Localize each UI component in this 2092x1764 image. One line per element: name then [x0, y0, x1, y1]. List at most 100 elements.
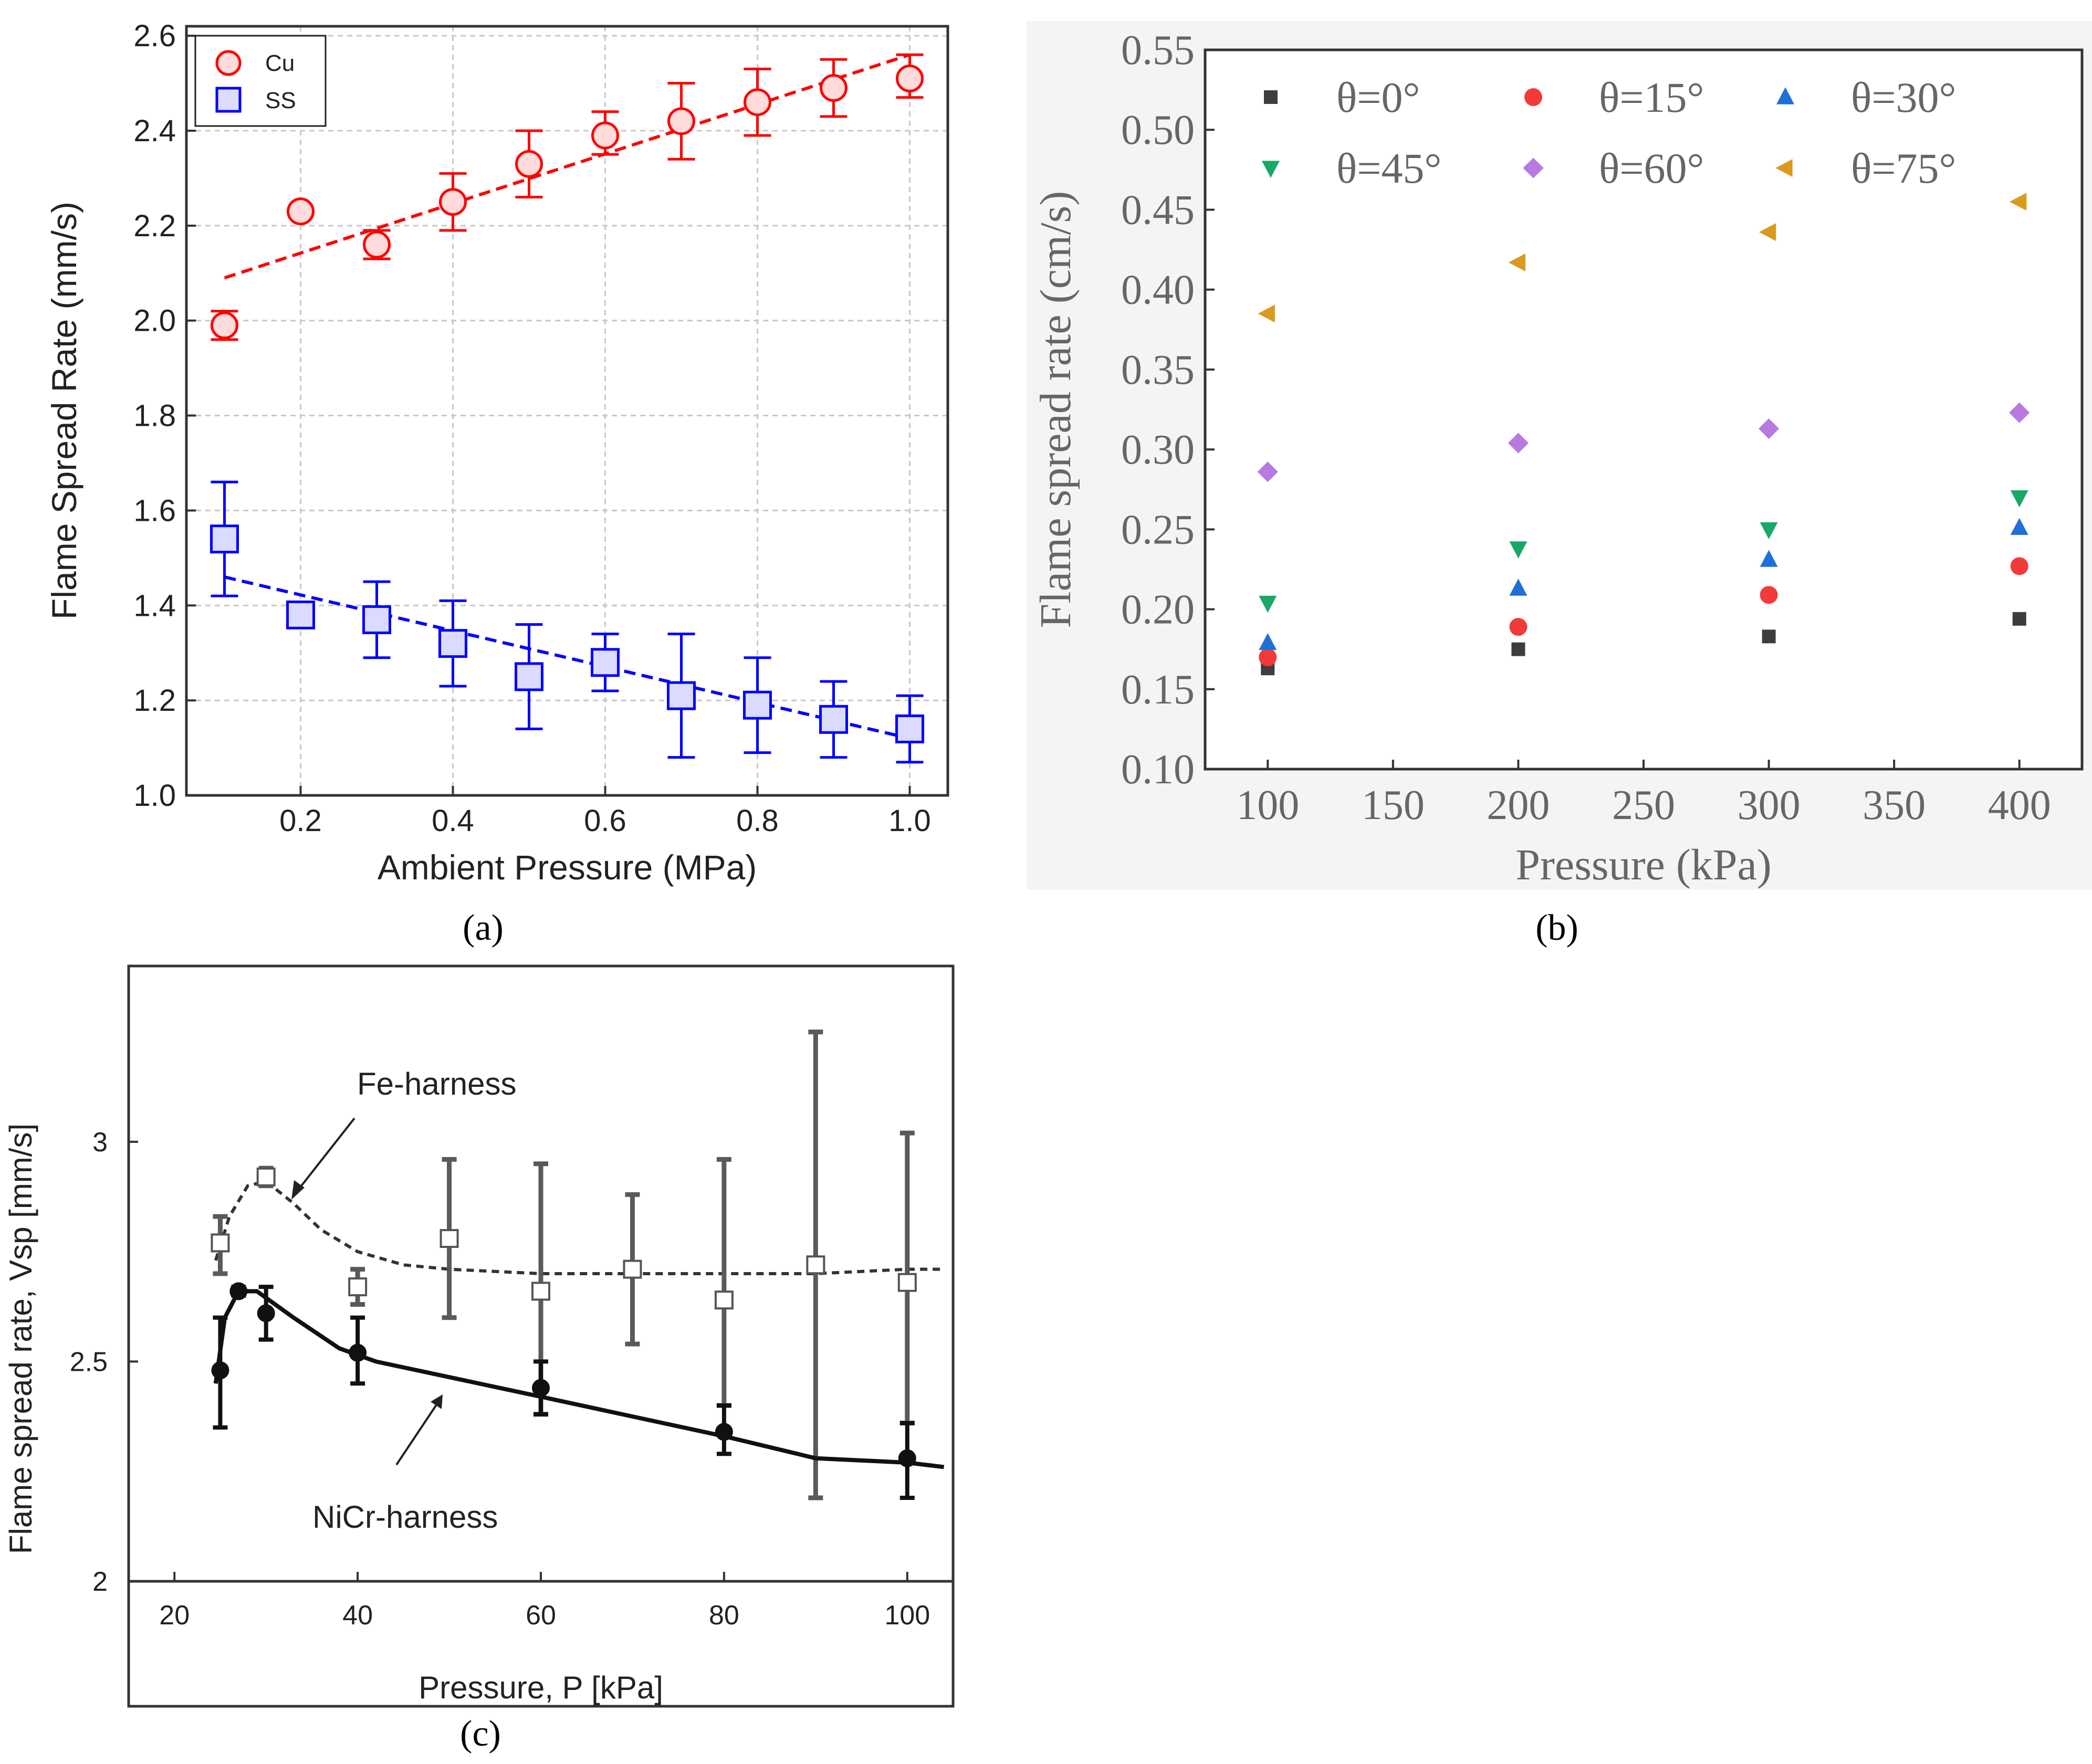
panel-b-caption: (b) — [1535, 908, 1578, 948]
panel-b-legend-marker-15 — [1524, 88, 1542, 106]
panel-b-legend-label-60: θ=60° — [1599, 144, 1704, 192]
panel-b-0-point — [1762, 629, 1776, 644]
panel-c-nicr-harness-point-marker — [715, 1423, 733, 1441]
panel-a-legend-box — [194, 35, 327, 127]
panel-b-0-point — [2012, 612, 2026, 626]
panel-c-xtick-label: 40 — [342, 1600, 373, 1631]
panel-c-fe-harness-curve — [214, 1179, 944, 1275]
panel-a-ss-point — [362, 605, 391, 634]
panel-c-nicr-harness-point-marker — [349, 1343, 367, 1362]
panel-a-marks — [210, 53, 924, 764]
panel-b-ytick-label: 0.20 — [1121, 587, 1195, 633]
panel-a-cu-fit-line — [224, 53, 911, 280]
panel-a-ytick-label: 1.2 — [133, 684, 176, 718]
panel-c-annotation-fe: Fe-harness — [357, 1066, 516, 1101]
panel-b-45-point — [1509, 541, 1528, 559]
panel-a-ylabel: Flame Spread Rate (mm/s) — [45, 202, 83, 620]
panel-b-15-point — [1509, 618, 1528, 636]
panel-b-legend-marker-75 — [1775, 159, 1793, 177]
arrowhead-nicr-harness — [431, 1394, 443, 1409]
panel-b-marks — [1257, 193, 2030, 676]
panel-c-fe-harness-point-marker — [806, 1255, 825, 1275]
panel-a-xtick-label: 0.4 — [432, 804, 474, 838]
panel-c-ytick-label: 2.5 — [70, 1347, 108, 1377]
panel-b-legend-marker-0 — [1264, 90, 1278, 104]
legend-marker-cu — [215, 50, 242, 76]
panel-a-ss-point — [743, 690, 772, 720]
legend-label-cu: Cu — [265, 50, 295, 76]
panel-c-xtick-label: 20 — [159, 1600, 190, 1631]
panel-c-nicr-harness-point-marker — [532, 1379, 550, 1397]
panel-c-ylabel: Flame spread rate, Vsp [mm/s] — [3, 1124, 38, 1554]
panel-a-caption: (a) — [463, 908, 504, 948]
panel-b-ytick-label: 0.55 — [1121, 27, 1195, 74]
panel-a-cu-point — [667, 107, 695, 135]
panel-a-cu-point — [744, 88, 771, 117]
panel-b: 100 150 200 250 300 350 400 0.10 0.15 0.20 0.25 0.3… — [1027, 21, 2092, 948]
panel-c-fe-harness-point-marker — [256, 1167, 276, 1186]
panel-b-15-point — [2010, 557, 2028, 575]
panel-b-plot-area — [1205, 50, 2082, 769]
panel-b-legend-marker-45 — [1262, 161, 1280, 178]
panel-b-ytick-label: 0.40 — [1121, 267, 1195, 313]
panel-a-legend: Cu SS — [194, 35, 327, 127]
panel-b-xtick-label: 200 — [1487, 782, 1550, 828]
panel-c-fe-harness-point-marker — [623, 1259, 642, 1279]
panel-a-ytick-label: 1.6 — [133, 494, 176, 528]
panel-a-cu-point — [287, 197, 315, 226]
panel-a-ytick-label: 1.4 — [133, 589, 176, 623]
panel-a-ss-point — [667, 681, 696, 710]
arrow-nicr-harness — [395, 1401, 440, 1466]
panel-a-ss-point — [895, 714, 924, 743]
panel-a-cu-point — [211, 311, 238, 340]
panel-c-caption: (c) — [460, 1714, 501, 1754]
panel-b-xtick-label: 400 — [1988, 782, 2051, 828]
panel-b-legend-marker-60 — [1523, 158, 1544, 178]
panel-c-xtick-label: 100 — [884, 1600, 930, 1631]
panel-a-ss-point — [210, 524, 239, 554]
panel-b-60-point — [1508, 433, 1529, 454]
panel-b-15-point — [1259, 648, 1277, 666]
panel-a-cu-point — [515, 150, 543, 178]
panel-b-60-point — [1257, 461, 1278, 482]
panel-a-ss-point — [819, 705, 848, 734]
panel-c-fe-harness-point-marker — [348, 1277, 368, 1297]
panel-c-fe-harness-point-marker — [897, 1273, 917, 1292]
panel-a-frame — [185, 25, 949, 797]
panel-a-ss-point — [438, 629, 467, 658]
panel-c-ytick-label: 2 — [92, 1567, 108, 1597]
panel-c-nicr-harness-point-marker — [898, 1449, 916, 1467]
legend-label-ss: SS — [265, 88, 296, 113]
panel-b-legend-label-45: θ=45° — [1336, 144, 1441, 192]
arrowhead-fe-harness — [291, 1180, 305, 1200]
panel-b-75-point — [1508, 253, 1526, 271]
panel-b-45-point — [1259, 595, 1277, 613]
panel-b-30-point — [1760, 550, 1778, 567]
panel-b-15-point — [1760, 586, 1778, 604]
panel-b-0-point — [1511, 642, 1525, 656]
panel-c-nicr-harness-point-marker — [257, 1304, 275, 1322]
panel-b-45-point — [1760, 522, 1778, 540]
panel-b-ytick-label: 0.15 — [1121, 667, 1195, 713]
panel-b-ytick-label: 0.45 — [1121, 187, 1195, 233]
panel-a: 0.2 0.4 0.6 0.8 1.0 1.0 1.2 1.4 1.6 1.8 2.0 2.2 2.4 2… — [45, 19, 949, 948]
panel-c-fe-harness-point-marker — [714, 1290, 734, 1310]
panel-c-fe-harness-point-marker — [211, 1233, 230, 1253]
panel-c-xlabel: Pressure, P [kPa] — [419, 1670, 663, 1705]
panel-c-marks — [211, 1030, 945, 1500]
panel-b-30-point — [1509, 579, 1528, 596]
panel-b-xlabel: Pressure (kPa) — [1515, 841, 1772, 889]
panel-a-ytick-label: 1.0 — [133, 779, 176, 813]
panel-c-xtick-label: 60 — [526, 1600, 556, 1631]
panel-b-legend-label-0: θ=0° — [1336, 74, 1420, 121]
panel-b-legend-label-75: θ=75° — [1851, 144, 1956, 192]
panel-a-cu-point — [439, 188, 467, 216]
panel-b-60-point — [2009, 402, 2030, 423]
panel-b-xtick-label: 150 — [1362, 782, 1425, 828]
panel-a-ss-point — [591, 648, 620, 677]
panel-a-ticks: 0.2 0.4 0.6 0.8 1.0 1.0 1.2 1.4 1.6 1.8 2.0 2.2 2.4 2… — [133, 19, 930, 838]
panel-a-xtick-label: 0.6 — [584, 804, 626, 838]
panel-b-xtick-label: 300 — [1738, 782, 1801, 828]
panel-a-xlabel: Ambient Pressure (MPa) — [378, 848, 757, 887]
